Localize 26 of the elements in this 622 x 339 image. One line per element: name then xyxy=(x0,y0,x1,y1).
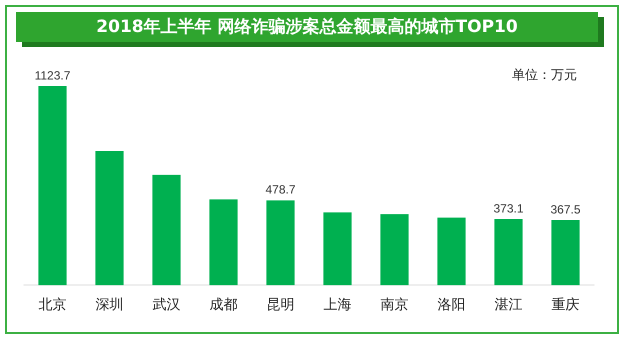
bar xyxy=(380,214,409,286)
bar xyxy=(494,219,523,286)
data-label: 1123.7 xyxy=(34,68,71,82)
bar xyxy=(266,200,295,286)
x-tick-label: 深圳 xyxy=(96,297,124,314)
x-tick-label: 重庆 xyxy=(552,297,580,314)
data-label: 478.7 xyxy=(265,182,296,197)
x-tick-label: 上海 xyxy=(324,297,352,314)
x-tick-label: 湛江 xyxy=(494,297,522,314)
bar xyxy=(152,174,181,286)
data-label: 367.5 xyxy=(550,202,581,216)
bar xyxy=(95,151,124,286)
bar xyxy=(38,86,67,286)
bar xyxy=(323,212,352,286)
bar xyxy=(209,199,238,286)
bar xyxy=(551,220,580,286)
text: 单位：万元 xyxy=(512,67,577,84)
x-tick-label: 洛阳 xyxy=(438,297,466,314)
x-tick-label: 昆明 xyxy=(266,297,294,314)
x-tick-label: 成都 xyxy=(210,297,238,314)
chart-title: 2018年上半年 网络诈骗涉案总金额最高的城市TOP10 xyxy=(16,12,598,42)
x-tick-label: 南京 xyxy=(380,297,408,314)
x-tick-label: 北京 xyxy=(38,297,66,314)
bar xyxy=(437,218,466,286)
data-label: 373.1 xyxy=(493,201,524,216)
x-tick-label: 武汉 xyxy=(152,297,180,314)
